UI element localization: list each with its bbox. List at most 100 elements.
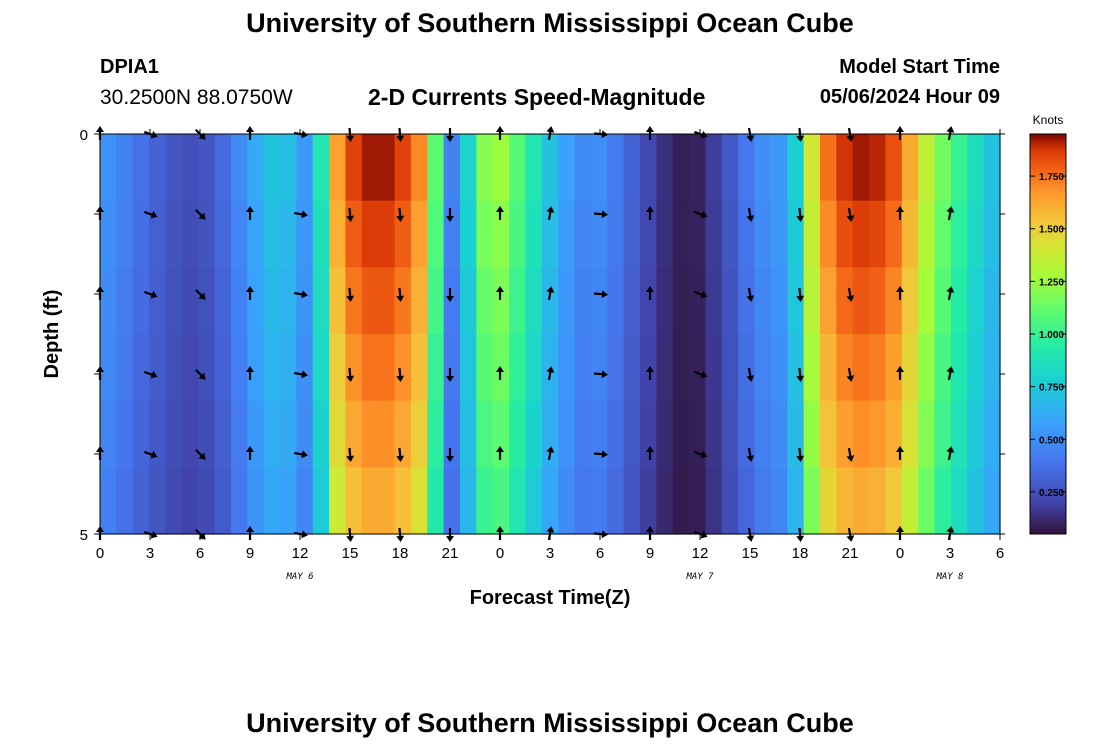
heatmap-cell (689, 267, 707, 335)
heatmap-cell (247, 334, 265, 402)
heatmap-cell (100, 400, 117, 468)
heatmap-cell (116, 400, 134, 468)
current-vector-arrow (796, 207, 805, 222)
heatmap-cell (836, 200, 854, 268)
heatmap-cell (950, 334, 968, 402)
heatmap-cell (689, 134, 707, 202)
arrow-head (846, 295, 855, 302)
heatmap-cell (509, 334, 527, 402)
current-vector-arrow (746, 207, 755, 222)
arrow-head (546, 286, 555, 293)
heatmap-cell (869, 134, 887, 202)
current-vector-arrow (143, 450, 158, 459)
x-tick-label: 18 (392, 545, 409, 562)
heatmap-cell (394, 200, 412, 268)
arrow-head (700, 130, 708, 139)
arrow-shaft (847, 207, 852, 218)
heatmap-cell (361, 467, 379, 535)
arrow-head (746, 455, 755, 462)
current-vector-arrow (546, 366, 555, 381)
heatmap-cell (198, 400, 216, 468)
x-tick-label: 3 (946, 545, 954, 562)
arrow-head (646, 206, 654, 212)
arrow-head (496, 526, 504, 532)
heatmap-cell (590, 200, 608, 268)
arrow-shaft (847, 447, 852, 458)
arrow-head (746, 375, 755, 382)
heatmap-cell (100, 267, 117, 335)
current-vector-arrow (746, 447, 755, 462)
heatmap-cell (100, 200, 117, 268)
current-vector-arrow (194, 368, 206, 380)
y-axis: 05 (80, 127, 1005, 544)
heatmap-cell (230, 334, 248, 402)
arrow-shaft (947, 370, 952, 381)
current-vector-arrow (496, 286, 504, 300)
heatmap-cell (410, 334, 428, 402)
heatmap-cell (689, 200, 707, 268)
heatmap-cell (492, 200, 510, 268)
heatmap-cell (280, 267, 297, 335)
heatmap-cell (590, 400, 608, 468)
heatmap-cell (263, 134, 281, 202)
heatmap-cell (361, 334, 379, 402)
station-id: DPIA1 (100, 56, 159, 78)
heatmap-cell (476, 267, 494, 335)
heatmap-cell (476, 134, 494, 202)
heatmap-cell (640, 200, 657, 268)
heatmap-cell (738, 467, 756, 535)
x-tick-label: 9 (246, 545, 254, 562)
current-vector-arrow (796, 447, 805, 462)
arrow-shaft (947, 210, 952, 221)
arrow-head (301, 290, 308, 299)
heatmap-cell (836, 467, 854, 535)
arrow-head (601, 290, 608, 299)
heatmap-cell (165, 200, 183, 268)
x-tick-label: 18 (792, 545, 809, 562)
heatmap-cell (181, 267, 199, 335)
heatmap-cell (820, 400, 837, 468)
arrow-shaft (194, 368, 203, 377)
arrow-shaft (693, 130, 704, 137)
current-vector-arrow (246, 286, 254, 300)
arrow-shaft (693, 450, 704, 457)
current-vector-arrow (546, 286, 555, 301)
heatmap-cell (361, 200, 379, 268)
current-vector-arrow (646, 206, 654, 220)
arrow-head (846, 375, 855, 382)
heatmap-cell (427, 267, 445, 335)
heatmap-cell (492, 267, 510, 335)
arrow-head (198, 372, 206, 380)
heatmap-cell (803, 467, 821, 535)
arrow-head (396, 215, 405, 222)
heatmap-cell (230, 467, 248, 535)
arrow-head (150, 210, 158, 219)
heatmap-cell (607, 200, 625, 268)
heatmap-cell (132, 134, 150, 202)
arrow-head (198, 212, 206, 220)
current-vector-arrow (194, 208, 206, 220)
current-vector-arrow (293, 450, 308, 459)
arrow-shaft (947, 290, 952, 301)
current-vector-arrow (896, 286, 904, 300)
heatmap-cell (705, 400, 723, 468)
model-start-time: 05/06/2024 Hour 09 (819, 86, 1000, 108)
heatmap-cell (312, 200, 330, 268)
arrow-head (346, 455, 355, 462)
heatmap-cell (312, 400, 330, 468)
arrow-head (946, 126, 955, 133)
current-vector-arrow (693, 530, 708, 539)
heatmap-cell (967, 267, 985, 335)
heatmap-cell (132, 267, 150, 335)
heatmap-cell (901, 467, 919, 535)
heatmap-cell (770, 400, 788, 468)
heatmap-cell (558, 200, 576, 268)
heatmap-cell (623, 334, 641, 402)
current-vector-arrow (446, 368, 454, 382)
arrow-head (700, 450, 708, 459)
heatmap-cell (983, 134, 1001, 202)
heatmap-cell (492, 334, 510, 402)
heatmap-cell (640, 400, 657, 468)
heatmap-cell (672, 400, 690, 468)
arrow-head (496, 446, 504, 452)
